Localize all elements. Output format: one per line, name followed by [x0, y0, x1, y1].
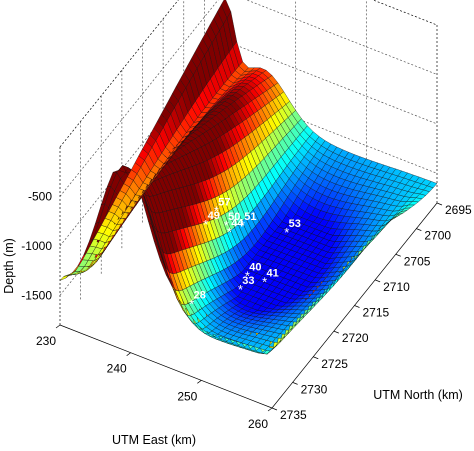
station-label: 50	[228, 211, 240, 223]
x-tick-mark	[197, 380, 202, 384]
y-tick-label: 2710	[383, 280, 410, 294]
x-tick-mark	[55, 324, 61, 329]
station-label: 41	[266, 268, 278, 280]
x-tick-label: 230	[36, 334, 56, 348]
y-tick-label: 2730	[301, 382, 328, 396]
station-markers: *28*49*57*50*44*51*33*40*41*53	[189, 196, 301, 311]
z-tick-label: -1000	[21, 239, 52, 253]
y-tick-mark	[436, 202, 443, 206]
y-tick-mark	[354, 305, 360, 308]
y-tick-label: 2705	[404, 254, 431, 268]
y-tick-mark	[395, 253, 401, 257]
y-tick-label: 2735	[280, 408, 307, 422]
tick-labels: 230 240 250 260 2695 2700 2705 2710 2715 2720 2725…	[21, 189, 472, 431]
station-marker: *	[284, 225, 289, 240]
y-tick-label: 2695	[445, 203, 472, 217]
station-label: 49	[208, 210, 220, 222]
y-tick-mark	[416, 228, 422, 231]
station-marker: *	[224, 218, 229, 233]
station-marker: *	[189, 297, 194, 312]
y-tick-label: 2720	[342, 331, 369, 345]
station-label: 51	[244, 211, 256, 223]
box-edge	[59, 324, 273, 409]
station-label: 40	[249, 262, 261, 274]
y-tick-mark	[333, 330, 340, 334]
station-marker: *	[214, 203, 219, 218]
y-tick-label: 2725	[321, 357, 348, 371]
x-tick-label: 250	[177, 389, 197, 403]
depth-surface	[59, 0, 438, 355]
station-marker: *	[203, 217, 208, 232]
station-label: 33	[242, 275, 254, 287]
x-tick-label: 240	[107, 362, 127, 376]
station-label: 53	[289, 218, 301, 230]
station-marker: *	[227, 225, 232, 240]
station-marker: *	[238, 282, 243, 297]
z-axis-label: Depth (m)	[2, 238, 16, 294]
x-tick-mark	[126, 352, 131, 356]
z-tick-label: -1500	[21, 288, 52, 302]
z-tick-label: -500	[28, 189, 52, 203]
y-tick-label: 2715	[363, 306, 390, 320]
y-tick-label: 2700	[424, 229, 451, 243]
x-tick-label: 260	[248, 417, 268, 431]
station-marker: *	[240, 218, 245, 233]
x-axis-label: UTM East (km)	[112, 433, 196, 447]
station-marker: *	[245, 269, 250, 284]
station-marker: *	[262, 275, 267, 290]
station-label: 44	[231, 218, 244, 230]
y-tick-mark	[374, 279, 381, 283]
surface-cell	[427, 181, 438, 189]
y-axis-label: UTM North (km)	[373, 388, 463, 402]
gridline-z	[224, 40, 438, 125]
y-tick-mark	[292, 382, 298, 385]
y-tick-mark	[313, 356, 319, 360]
x-tick-mark	[267, 407, 273, 412]
y-tick-mark	[271, 407, 278, 411]
station-label: 57	[218, 196, 230, 208]
station-label: 28	[194, 290, 206, 302]
gridline-z	[245, 0, 438, 75]
box-edge	[372, 0, 438, 26]
